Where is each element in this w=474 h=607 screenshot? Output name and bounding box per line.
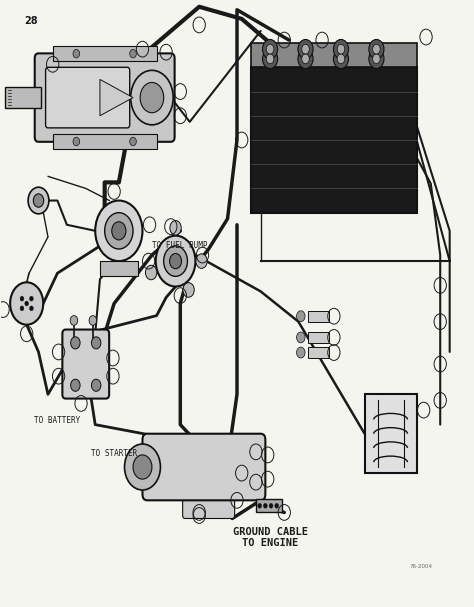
Text: TO FUEL PUMP: TO FUEL PUMP: [152, 242, 208, 251]
Circle shape: [297, 332, 305, 343]
Circle shape: [29, 296, 33, 301]
FancyBboxPatch shape: [143, 434, 265, 500]
Circle shape: [369, 39, 384, 59]
Circle shape: [112, 222, 126, 240]
Circle shape: [70, 316, 78, 325]
Circle shape: [297, 311, 305, 322]
FancyBboxPatch shape: [35, 53, 174, 142]
Circle shape: [298, 49, 313, 69]
Circle shape: [263, 49, 278, 69]
FancyBboxPatch shape: [308, 347, 329, 358]
FancyBboxPatch shape: [53, 134, 156, 149]
Circle shape: [156, 236, 195, 287]
Circle shape: [91, 337, 101, 349]
FancyBboxPatch shape: [46, 67, 130, 128]
Circle shape: [263, 39, 278, 59]
FancyBboxPatch shape: [256, 499, 282, 512]
Text: TO BATTERY: TO BATTERY: [34, 416, 81, 424]
FancyBboxPatch shape: [308, 332, 329, 343]
Circle shape: [264, 503, 267, 508]
Circle shape: [196, 254, 207, 268]
Text: GROUND CABLE: GROUND CABLE: [233, 527, 308, 537]
Circle shape: [337, 54, 345, 64]
Text: 28: 28: [24, 16, 38, 26]
Circle shape: [29, 306, 33, 311]
Circle shape: [131, 70, 173, 125]
Circle shape: [125, 444, 160, 490]
Circle shape: [258, 503, 262, 508]
Circle shape: [266, 54, 274, 64]
Circle shape: [164, 246, 188, 276]
Circle shape: [71, 379, 80, 392]
Circle shape: [302, 54, 310, 64]
FancyBboxPatch shape: [251, 67, 417, 212]
FancyBboxPatch shape: [5, 87, 41, 109]
Circle shape: [10, 282, 43, 325]
Circle shape: [28, 187, 49, 214]
Text: TO STARTER: TO STARTER: [91, 449, 137, 458]
Circle shape: [369, 49, 384, 69]
Circle shape: [373, 44, 380, 54]
Circle shape: [373, 54, 380, 64]
Circle shape: [146, 265, 157, 280]
Circle shape: [105, 212, 133, 249]
Circle shape: [337, 44, 345, 54]
Circle shape: [91, 379, 101, 392]
FancyBboxPatch shape: [308, 311, 329, 322]
Circle shape: [170, 254, 182, 269]
Circle shape: [95, 200, 143, 261]
FancyBboxPatch shape: [365, 395, 417, 473]
Circle shape: [140, 83, 164, 113]
Circle shape: [20, 296, 24, 301]
Circle shape: [71, 337, 80, 349]
Circle shape: [130, 137, 137, 146]
FancyBboxPatch shape: [100, 261, 138, 276]
FancyBboxPatch shape: [182, 488, 235, 518]
Polygon shape: [100, 80, 133, 116]
FancyBboxPatch shape: [251, 43, 417, 67]
Circle shape: [33, 194, 44, 207]
Circle shape: [25, 301, 28, 306]
Circle shape: [275, 503, 279, 508]
FancyBboxPatch shape: [53, 46, 156, 61]
Circle shape: [73, 137, 80, 146]
Circle shape: [89, 316, 97, 325]
Circle shape: [266, 44, 274, 54]
Text: 76-2004: 76-2004: [410, 565, 433, 569]
Circle shape: [302, 44, 310, 54]
Circle shape: [333, 39, 348, 59]
FancyBboxPatch shape: [63, 330, 109, 399]
Circle shape: [20, 306, 24, 311]
Circle shape: [133, 455, 152, 479]
Circle shape: [170, 220, 181, 235]
Circle shape: [269, 503, 273, 508]
Circle shape: [73, 49, 80, 58]
Circle shape: [298, 39, 313, 59]
Circle shape: [333, 49, 348, 69]
Text: TO ENGINE: TO ENGINE: [242, 538, 298, 548]
Circle shape: [130, 49, 137, 58]
Circle shape: [297, 347, 305, 358]
Circle shape: [183, 283, 194, 297]
